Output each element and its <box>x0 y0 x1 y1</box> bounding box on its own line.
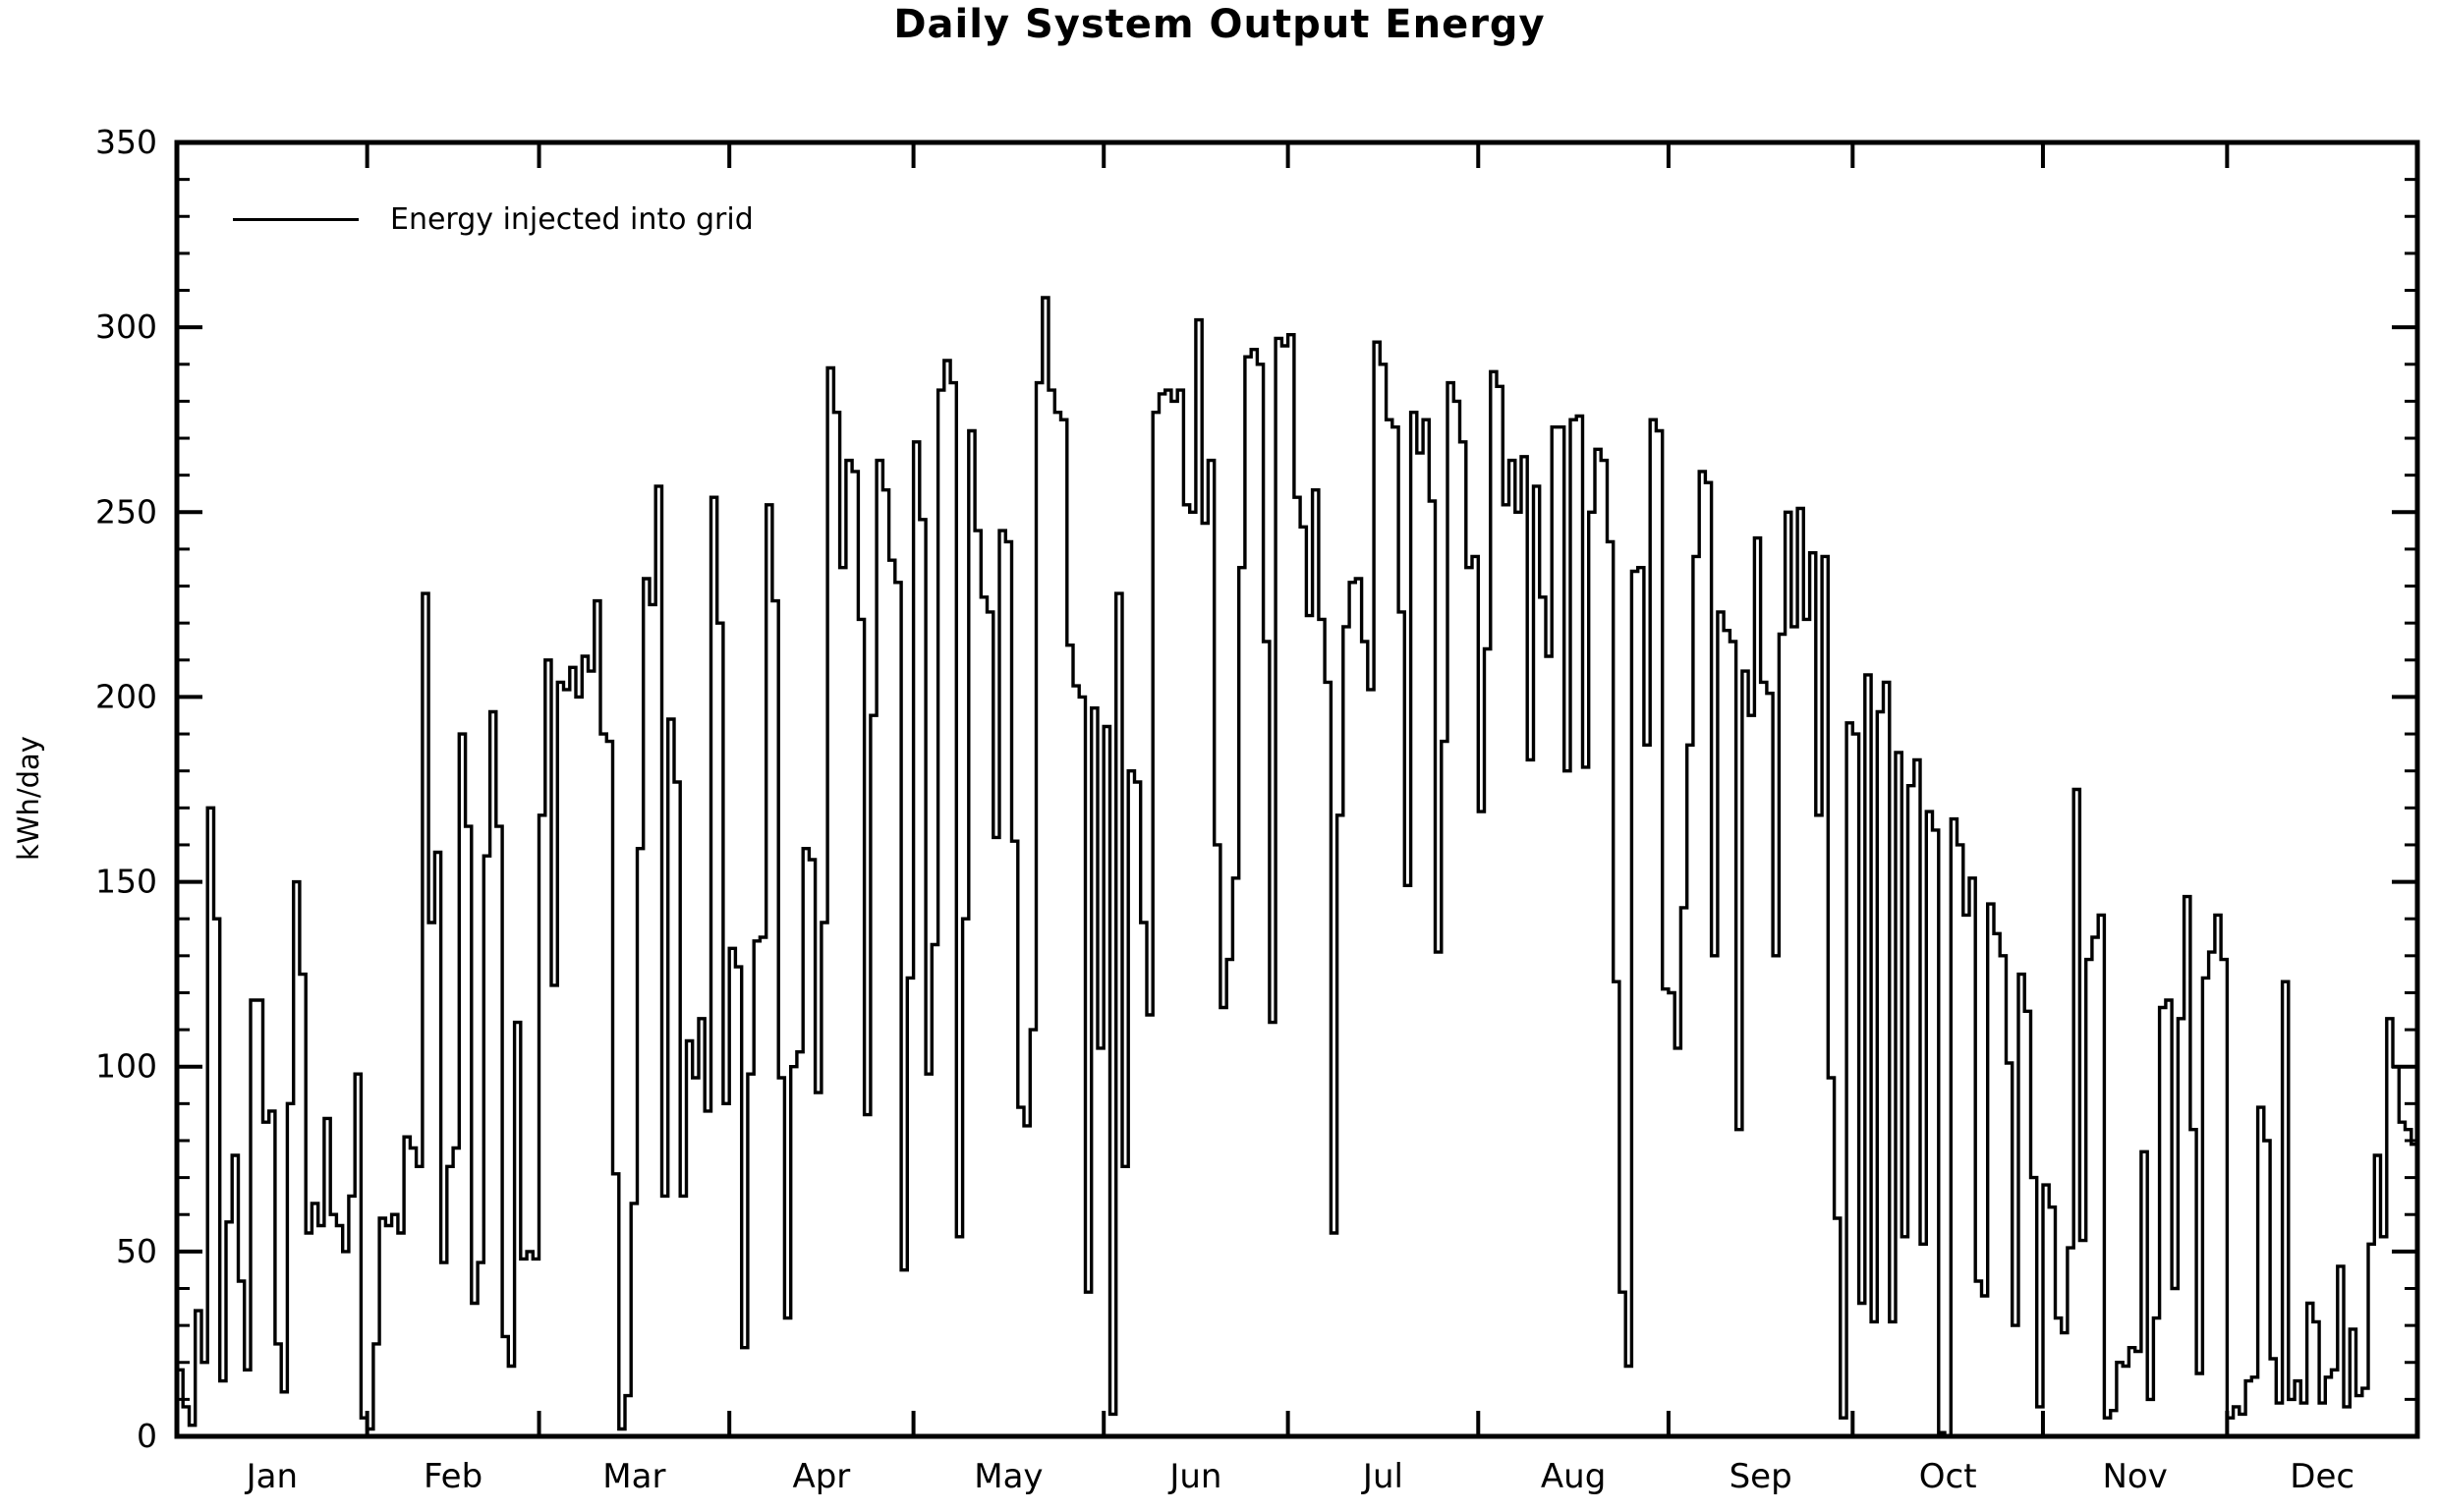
legend: Energy injected into grid <box>233 202 754 237</box>
energy-step-line <box>177 296 2417 1438</box>
x-tick-label: Aug <box>1541 1457 1606 1496</box>
y-tick-label: 350 <box>95 123 157 161</box>
y-tick-label: 0 <box>137 1417 157 1455</box>
legend-line-icon <box>233 218 359 221</box>
plot-border <box>174 140 2420 1439</box>
x-tick-label: May <box>974 1457 1043 1496</box>
x-tick-label: Jul <box>1361 1457 1403 1496</box>
x-tick-label: Oct <box>1919 1457 1977 1496</box>
x-tick-label: Mar <box>602 1457 665 1496</box>
y-tick-label: 150 <box>95 863 157 901</box>
x-tick-label: Dec <box>2290 1457 2354 1496</box>
x-tick-label: Apr <box>792 1457 850 1496</box>
y-tick-label: 100 <box>95 1047 157 1086</box>
x-tick-label: Nov <box>2102 1457 2167 1496</box>
x-tick-label: Jan <box>245 1457 298 1496</box>
y-tick-label: 200 <box>95 677 157 715</box>
x-tick-label: Feb <box>424 1457 482 1496</box>
x-tick-label: Jun <box>1167 1457 1221 1496</box>
chart-title: Daily System Output Energy <box>893 2 1546 47</box>
legend-label: Energy injected into grid <box>390 202 754 237</box>
y-tick-label: 300 <box>95 308 157 346</box>
x-tick-label: Sep <box>1730 1457 1792 1496</box>
y-tick-label: 250 <box>95 492 157 531</box>
y-tick-label: 50 <box>116 1232 157 1270</box>
